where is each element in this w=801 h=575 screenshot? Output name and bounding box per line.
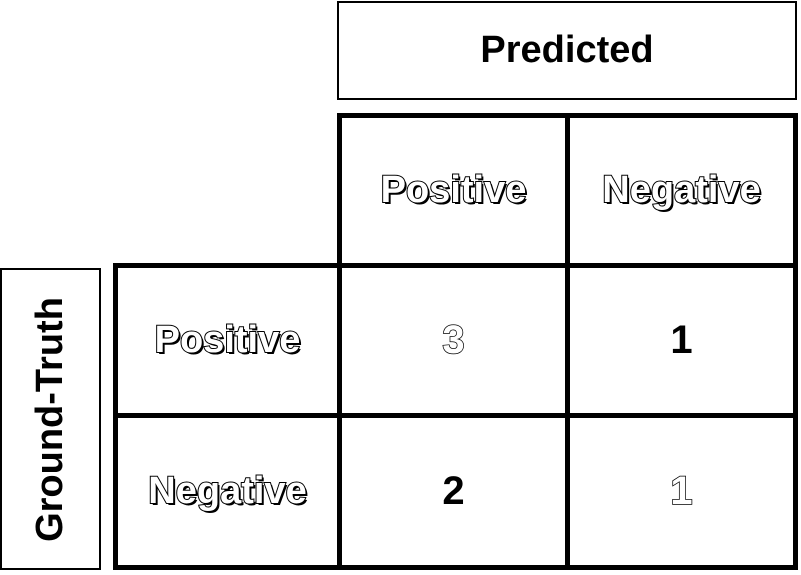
column-header-positive: Positive xyxy=(337,113,570,268)
predicted-axis-header: Predicted xyxy=(337,1,797,100)
row-header-positive-label: Positive xyxy=(154,318,302,362)
cell-true-positive: 3 xyxy=(337,263,570,418)
predicted-axis-label: Predicted xyxy=(480,29,654,71)
column-header-negative: Negative xyxy=(565,113,798,268)
row-header-negative: Negative xyxy=(113,413,342,570)
cell-true-negative-value: 1 xyxy=(670,468,694,514)
cell-false-negative-value: 1 xyxy=(670,318,693,362)
cell-false-negative: 1 xyxy=(565,263,798,418)
ground-truth-axis-header: Ground-Truth xyxy=(0,268,101,570)
ground-truth-axis-label: Ground-Truth xyxy=(29,296,71,542)
row-header-negative-label: Negative xyxy=(147,469,307,513)
column-header-positive-label: Positive xyxy=(380,168,528,212)
cell-false-positive: 2 xyxy=(337,413,570,570)
column-header-negative-label: Negative xyxy=(601,168,761,212)
cell-true-negative: 1 xyxy=(565,413,798,570)
cell-false-positive-value: 2 xyxy=(442,469,465,513)
row-header-positive: Positive xyxy=(113,263,342,418)
cell-true-positive-value: 3 xyxy=(442,317,466,363)
